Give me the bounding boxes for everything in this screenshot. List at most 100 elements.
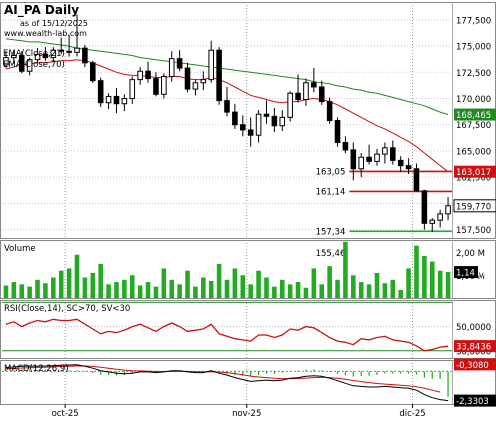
macd-hist-bar [29, 369, 31, 372]
volume-bar [406, 268, 411, 298]
candle-body [82, 47, 88, 64]
rsi-title: RSI(Close,14), SC>70, SV<30 [4, 304, 130, 314]
price-tick-label: 162,500 [456, 174, 491, 184]
pane-frame-macd [0, 360, 496, 405]
volume-bar [193, 286, 198, 298]
level-label: 161,14 [316, 187, 346, 197]
macd-hist-bar [336, 371, 339, 374]
volume-bar [358, 282, 364, 298]
volume-last-value: 1,14 M [456, 269, 485, 279]
volume-bar [177, 284, 182, 298]
macd-hist-bar [415, 371, 418, 375]
macd-hist-bar [60, 370, 62, 372]
chart-title: AI_PA Daily [4, 3, 79, 18]
candles [3, 14, 451, 232]
volume-bar [19, 284, 25, 298]
ema21-line [5, 59, 449, 173]
candle-body [374, 153, 380, 162]
macd-hist-bar [407, 371, 410, 374]
volume-bar [264, 277, 269, 298]
candle-body [97, 80, 104, 104]
candle-body [366, 156, 372, 162]
volume-bar [153, 286, 159, 298]
x-tick-label: nov-25 [232, 409, 261, 419]
candle-body [382, 147, 388, 155]
candle-body [58, 49, 64, 52]
volume-bar [161, 268, 167, 298]
ema70-last-value-bg [454, 108, 496, 121]
volume-bar [256, 270, 261, 298]
macd-last-value: -2,3303 [456, 397, 489, 407]
volume-bar [248, 284, 253, 298]
x-tick-label: oct-25 [52, 409, 79, 419]
macd-hist-bar [36, 370, 39, 372]
candle-body [153, 78, 159, 95]
candle-body [66, 50, 72, 53]
volume-bar [343, 241, 348, 298]
volume-bar [137, 285, 143, 298]
candle-body [405, 165, 412, 170]
candle-body [437, 213, 443, 221]
volume-bar [390, 279, 396, 298]
macd-hist-bar [297, 370, 299, 372]
level-label: 157,34 [316, 227, 346, 237]
macd-hist-bar [250, 371, 252, 377]
month-gridlines [64, 2, 414, 404]
candle-body [390, 147, 396, 161]
volume-bar [98, 263, 103, 298]
volume-bar [382, 283, 388, 298]
volume-bar [35, 279, 40, 298]
volume-bar [319, 284, 325, 298]
macd-hist-bar [68, 370, 70, 372]
macd-hist-bar [52, 370, 54, 372]
candle-body [232, 111, 238, 126]
candle-body [192, 82, 199, 90]
candle-body [137, 70, 143, 81]
volume-bar [272, 286, 277, 298]
candle-body [74, 47, 80, 53]
volume-bars [3, 241, 451, 298]
macd-signal-last-bg [454, 358, 496, 371]
candle-body [271, 115, 278, 127]
macd-hist-bar [92, 371, 94, 374]
candle-body [113, 95, 120, 105]
x-tick-label: dic-25 [399, 409, 425, 419]
volume-bar [414, 245, 419, 298]
volume-bar [327, 266, 332, 298]
candle-body [445, 205, 451, 215]
price-tick-label: 165,000 [456, 147, 491, 157]
candle-body [334, 120, 341, 144]
candle-body [26, 59, 33, 72]
volume-bar [422, 255, 427, 298]
macd-hist-bar [131, 371, 133, 374]
as-of-date: as of 15/12/2025 [20, 19, 88, 28]
volume-bar [51, 277, 56, 298]
candle-body [208, 49, 214, 81]
macd-hist-bar [384, 371, 386, 374]
price-tick-label: 172,500 [456, 69, 491, 79]
macd-hist-bar [447, 371, 449, 397]
volume-bar [58, 270, 64, 298]
candle-body [429, 219, 436, 224]
macd-hist-bar [431, 371, 433, 379]
volume-bar [287, 284, 293, 298]
candle-body [342, 142, 349, 151]
macd-hist-bar [273, 371, 275, 374]
volume-bar [43, 283, 48, 298]
volume-bar [224, 279, 230, 298]
macd-hist-bar [423, 371, 425, 378]
volume-bar [216, 263, 222, 298]
macd-signal-line [5, 365, 441, 393]
macd-hist-bar [305, 369, 307, 372]
ema21-last-value-bg [454, 165, 496, 178]
macd-last-bg [454, 394, 496, 407]
macd-hist-bar [400, 371, 402, 374]
macd-hist-bar [329, 371, 331, 372]
ema70-label: EMA(Close,70) [3, 60, 65, 70]
candle-body [176, 58, 183, 69]
macd-hist-bar [5, 370, 7, 372]
candle-body [413, 168, 420, 192]
candle-body [247, 129, 254, 136]
